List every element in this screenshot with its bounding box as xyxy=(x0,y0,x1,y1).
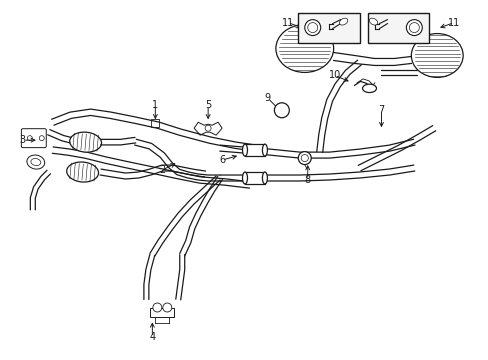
Text: 4: 4 xyxy=(149,332,155,342)
Ellipse shape xyxy=(275,24,333,72)
Circle shape xyxy=(304,20,320,36)
Bar xyxy=(244,144,264,156)
Ellipse shape xyxy=(262,144,267,156)
Text: 10: 10 xyxy=(328,71,340,80)
Bar xyxy=(297,13,359,42)
Ellipse shape xyxy=(368,18,377,25)
Ellipse shape xyxy=(27,155,44,169)
Ellipse shape xyxy=(70,132,102,152)
Circle shape xyxy=(274,103,289,118)
Text: 11: 11 xyxy=(281,18,293,28)
Text: 2: 2 xyxy=(159,165,165,175)
Circle shape xyxy=(153,303,162,312)
Text: 1: 1 xyxy=(152,100,158,110)
Bar xyxy=(244,172,264,184)
Ellipse shape xyxy=(410,33,462,77)
Text: 9: 9 xyxy=(264,93,270,103)
Circle shape xyxy=(298,152,310,165)
Ellipse shape xyxy=(242,172,247,184)
Ellipse shape xyxy=(362,84,376,93)
Ellipse shape xyxy=(242,144,247,156)
Bar xyxy=(150,307,174,318)
FancyBboxPatch shape xyxy=(21,129,46,148)
Text: 11: 11 xyxy=(447,18,459,28)
Circle shape xyxy=(406,20,422,36)
Text: 5: 5 xyxy=(204,100,211,110)
Text: 6: 6 xyxy=(219,155,224,165)
Ellipse shape xyxy=(262,172,267,184)
Polygon shape xyxy=(194,122,222,135)
Circle shape xyxy=(205,125,211,131)
Ellipse shape xyxy=(339,18,347,25)
Circle shape xyxy=(163,303,171,312)
Bar xyxy=(367,13,428,42)
Text: 7: 7 xyxy=(378,105,384,115)
Ellipse shape xyxy=(66,162,98,182)
Text: 8: 8 xyxy=(304,175,310,185)
Bar xyxy=(151,119,159,127)
Text: 3: 3 xyxy=(20,135,26,145)
